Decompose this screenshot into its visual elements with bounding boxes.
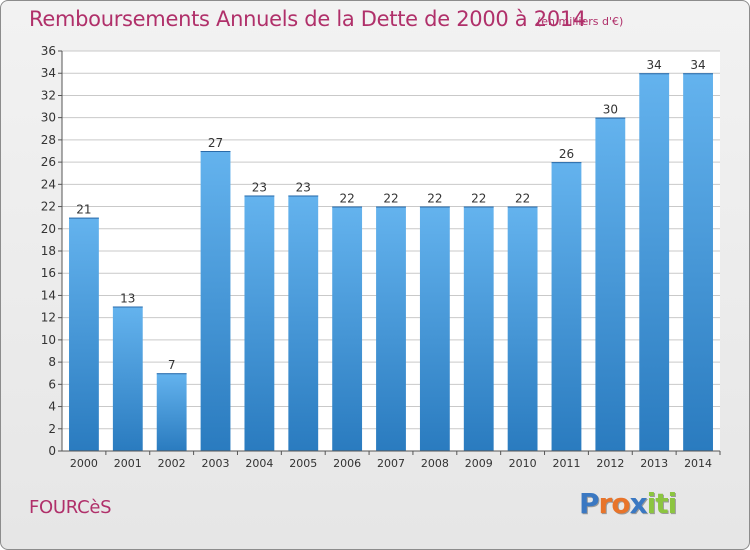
- x-tick-label: 2011: [552, 457, 580, 470]
- bar: [69, 217, 99, 451]
- y-tick-label: 30: [41, 111, 56, 125]
- bar: [112, 306, 143, 451]
- bar: [419, 206, 450, 451]
- bar: [595, 117, 626, 452]
- y-tick-label: 16: [41, 266, 56, 280]
- y-tick-label: 12: [41, 311, 56, 325]
- y-tick-label: 20: [41, 222, 56, 236]
- x-tick-label: 2013: [640, 457, 668, 470]
- x-tick-label: 2010: [509, 457, 537, 470]
- bars: [69, 73, 713, 452]
- x-tick-label: 2000: [70, 457, 98, 470]
- y-tick-label: 26: [41, 155, 56, 169]
- data-label: 22: [471, 192, 486, 206]
- y-tick-label: 14: [41, 288, 56, 302]
- x-tick-label: 2003: [202, 457, 230, 470]
- logo-letter: o: [611, 487, 630, 520]
- bar: [551, 162, 582, 451]
- y-tick-label: 18: [41, 244, 56, 258]
- y-tick-label: 22: [41, 200, 56, 214]
- x-tick-label: 2005: [289, 457, 317, 470]
- x-tick-label: 2012: [596, 457, 624, 470]
- data-label: 7: [168, 358, 176, 372]
- y-tick-label: 2: [48, 422, 56, 436]
- town-name: FOURCèS: [29, 497, 112, 518]
- y-tick-label: 28: [41, 133, 56, 147]
- data-label: 23: [252, 180, 267, 194]
- x-tick-label: 2006: [333, 457, 361, 470]
- y-tick-label: 34: [41, 66, 56, 80]
- proxiti-logo[interactable]: Proxiti: [579, 487, 678, 520]
- y-tick-label: 6: [48, 377, 56, 391]
- x-tick-label: 2009: [465, 457, 493, 470]
- bar: [244, 195, 275, 451]
- bar: [507, 206, 538, 451]
- bar: [200, 151, 231, 451]
- data-label: 34: [647, 58, 662, 72]
- bar: [332, 206, 363, 451]
- logo-letter: r: [598, 487, 613, 520]
- x-tick-label: 2007: [377, 457, 405, 470]
- y-tick-label: 10: [41, 333, 56, 347]
- unit-label: (en milliers d'€): [537, 15, 624, 28]
- y-tick-label: 8: [48, 355, 56, 369]
- y-tick-label: 36: [41, 44, 56, 58]
- chart-title: Remboursements Annuels de la Dette de 20…: [29, 7, 586, 31]
- data-label: 13: [120, 292, 135, 306]
- x-tick-label: 2002: [158, 457, 186, 470]
- bar: [639, 73, 670, 451]
- logo-letter: P: [579, 487, 600, 520]
- x-tick-label: 2014: [684, 457, 712, 470]
- bar: [156, 373, 187, 451]
- x-tick-label: 2004: [245, 457, 273, 470]
- bar: [683, 73, 713, 451]
- y-tick-label: 24: [41, 177, 56, 191]
- data-label: 22: [383, 192, 398, 206]
- bar: [288, 195, 319, 451]
- logo-letter: i: [646, 487, 657, 520]
- x-axis: 2000 2001 2002 2003 2004 2005 2006 2007 2008 2009…: [62, 450, 721, 470]
- data-label: 23: [296, 180, 311, 194]
- data-label: 34: [690, 58, 705, 72]
- y-tick-label: 0: [48, 444, 56, 458]
- logo-letter: t: [655, 487, 668, 520]
- y-tick-label: 32: [41, 88, 56, 102]
- x-tick-label: 2008: [421, 457, 449, 470]
- data-label: 30: [603, 103, 618, 117]
- data-label: 21: [76, 203, 91, 217]
- data-labels: 21 13 7 27 23 23 22 22 22 22 22 26 30 34 34: [76, 58, 705, 372]
- x-tick-label: 2001: [114, 457, 142, 470]
- y-tick-label: 4: [48, 400, 56, 414]
- data-label: 27: [208, 136, 223, 150]
- logo-letter: i: [667, 487, 678, 520]
- data-label: 22: [427, 192, 442, 206]
- data-label: 26: [559, 147, 574, 161]
- logo-letter: x: [629, 487, 648, 520]
- bar: [376, 206, 406, 451]
- data-label: 22: [339, 192, 354, 206]
- data-label: 22: [515, 192, 530, 206]
- bar: [463, 206, 494, 451]
